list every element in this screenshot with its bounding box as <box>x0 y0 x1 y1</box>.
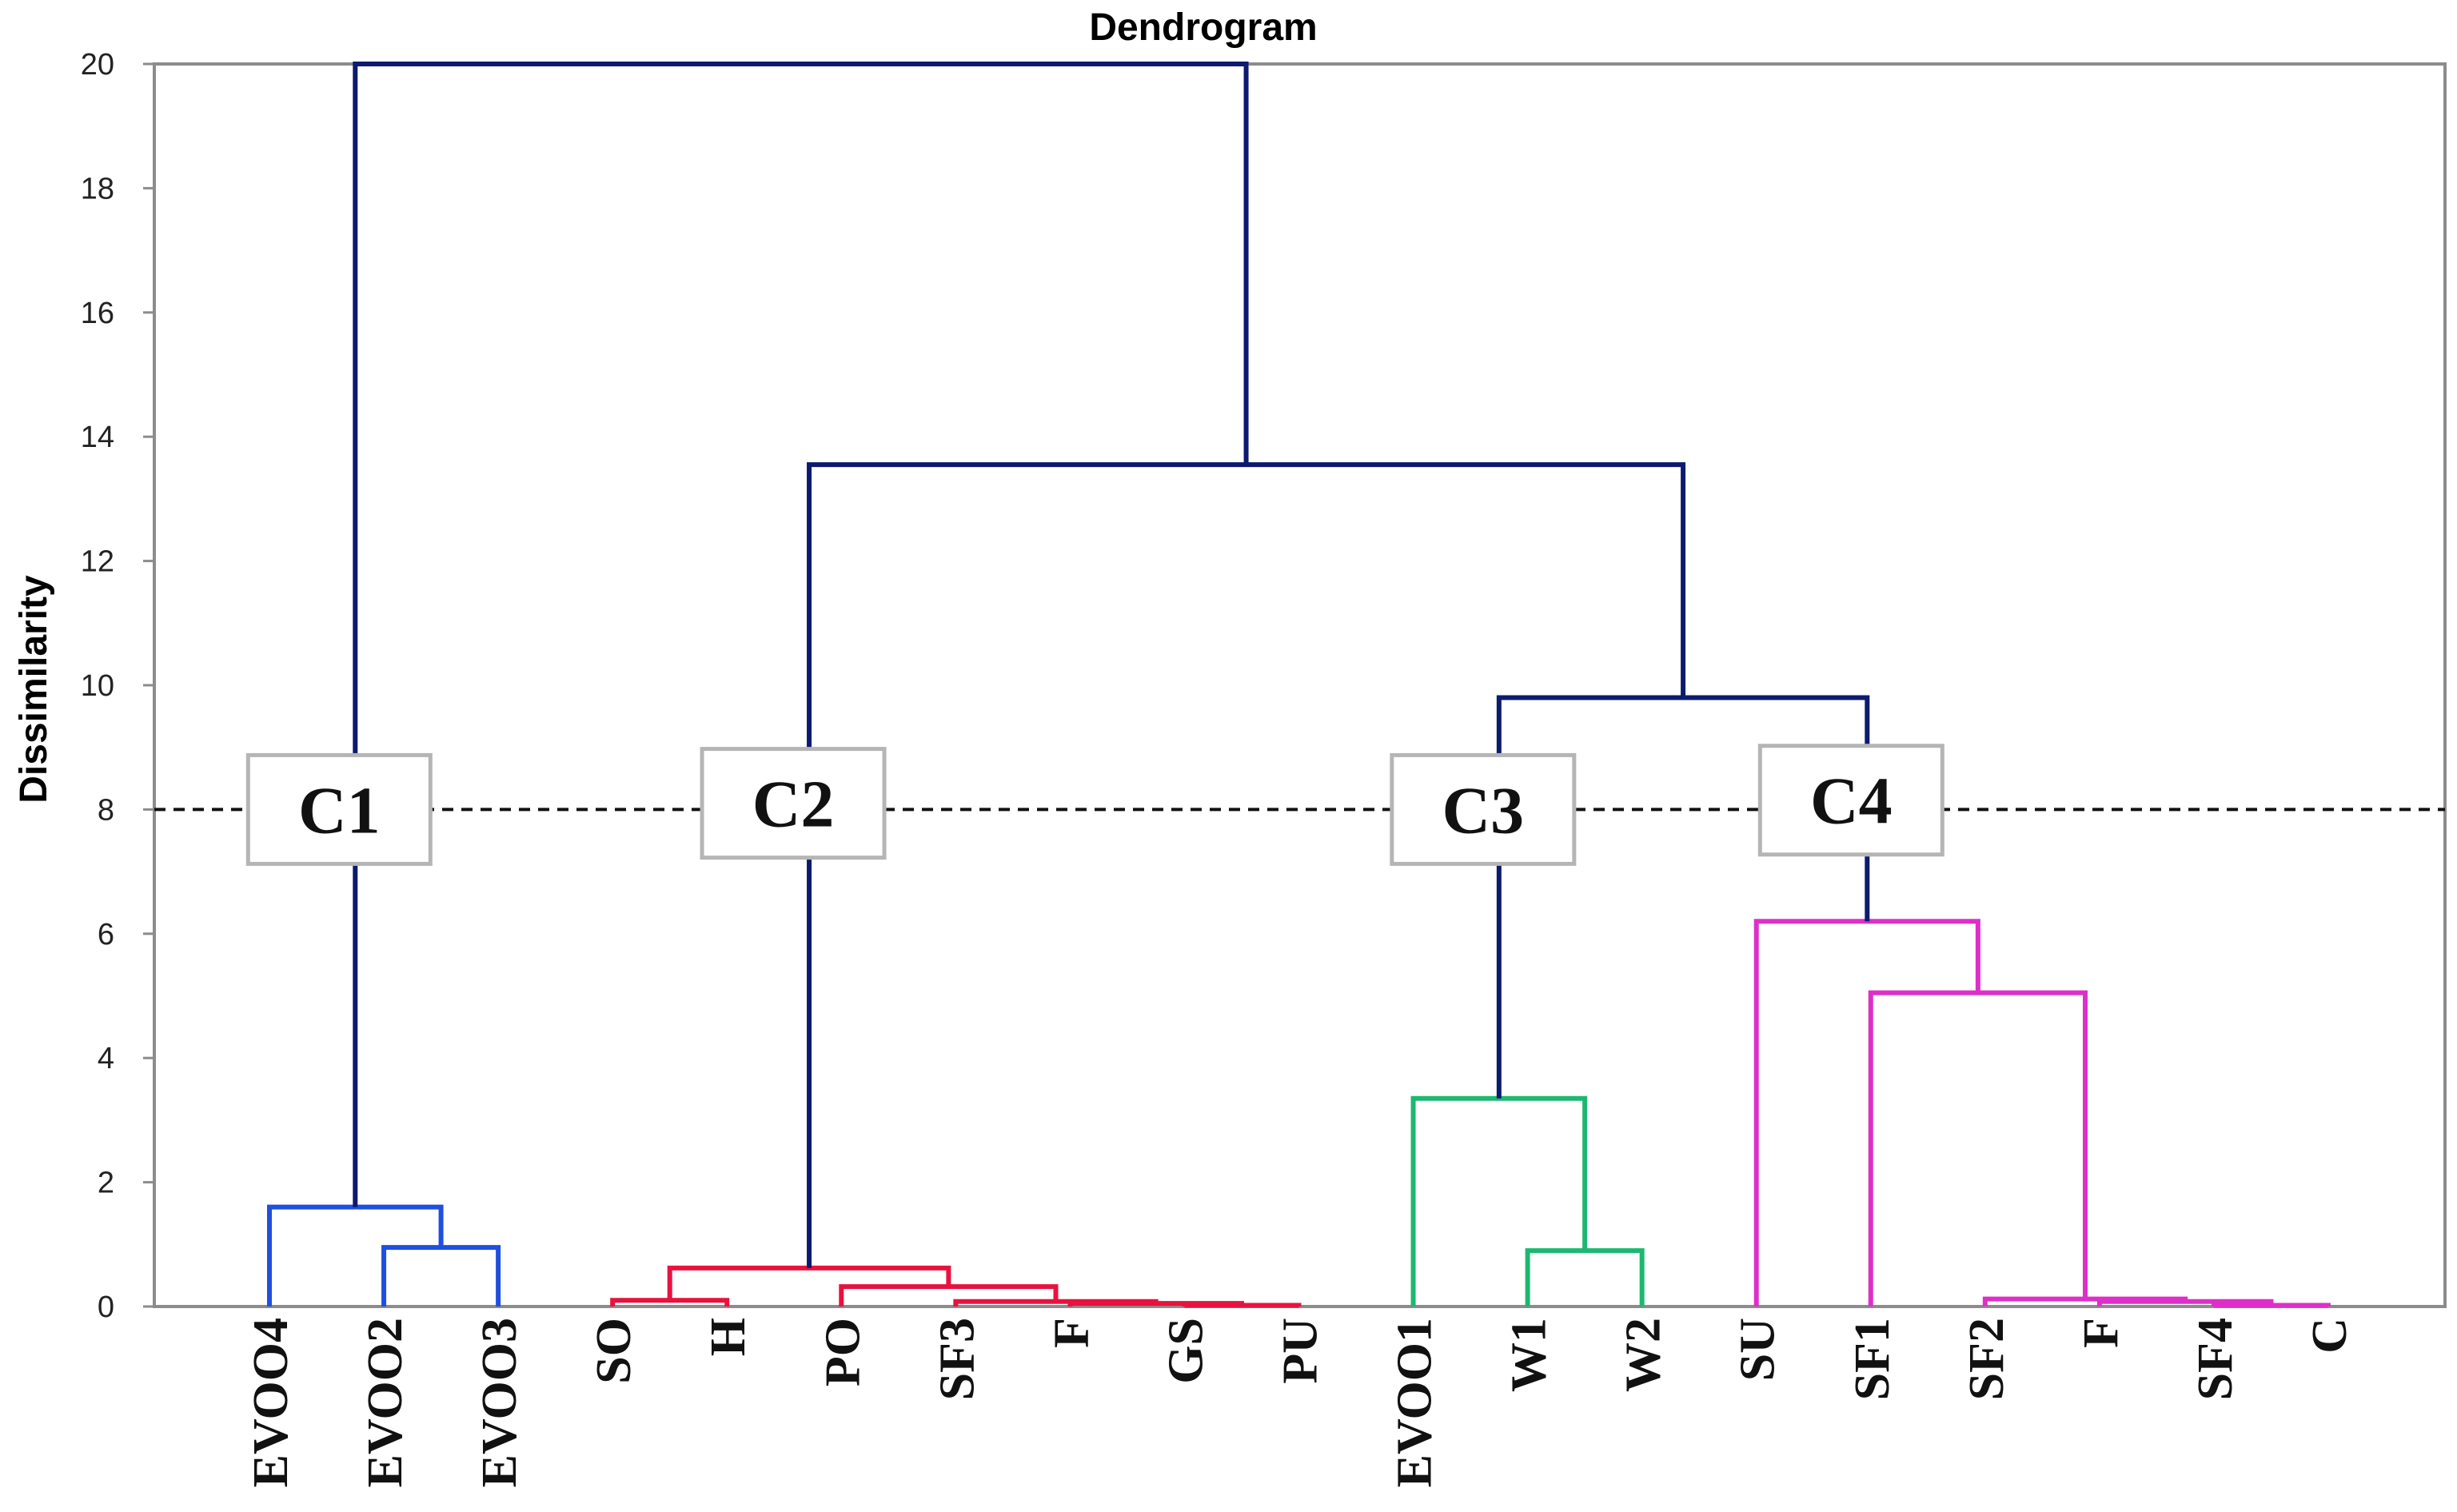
leaf-label: F <box>2074 1318 2128 1348</box>
leaf-label: PO <box>816 1318 870 1386</box>
leaf-label: F <box>1044 1318 1099 1348</box>
y-tick-label: 10 <box>81 669 114 703</box>
merge-link-c4 <box>1753 919 1980 1307</box>
cluster-label-text: C4 <box>1810 764 1893 839</box>
leaf-label: SF1 <box>1845 1318 1900 1400</box>
dendrogram-links <box>267 62 2331 1308</box>
leaf-label: SF3 <box>930 1318 984 1400</box>
leaf-label: SF4 <box>2188 1318 2243 1400</box>
y-axis-label: Dissimilarity <box>13 575 55 804</box>
leaf-label: SO <box>587 1318 641 1384</box>
y-axis: 0 2 4 6 8 10 12 14 16 18 20 <box>81 48 154 1324</box>
cluster-label-text: C3 <box>1442 773 1525 848</box>
merge-link-c4 <box>2211 1303 2331 1308</box>
merge-link-c3 <box>1410 1095 1588 1307</box>
y-tick-label: 12 <box>81 545 114 579</box>
merge-link-upper <box>353 62 1249 1207</box>
y-tick-label: 8 <box>98 793 114 827</box>
leaf-label: EVOO2 <box>358 1318 413 1487</box>
leaf-label: EVOO1 <box>1388 1318 1442 1487</box>
leaf-labels: EVOO4 EVOO2 EVOO3 SO H PO SF3 F GS PU EVOO1 W1 W2 SU S… <box>244 1318 2357 1487</box>
merge-link-c2 <box>667 1265 951 1301</box>
cluster-label-c2: C2 <box>700 747 887 860</box>
y-tick-label: 0 <box>98 1291 114 1324</box>
leaf-label: W2 <box>1617 1318 1671 1392</box>
cluster-label-box <box>700 747 887 860</box>
plot-frame <box>153 62 2447 1308</box>
leaf-label: H <box>701 1318 756 1356</box>
leaf-label: C <box>2303 1318 2357 1354</box>
cluster-label-text: C2 <box>752 768 835 842</box>
y-tick-label: 4 <box>98 1042 114 1075</box>
merge-link-c1 <box>381 1245 501 1307</box>
leaf-label: SU <box>1731 1318 1785 1381</box>
leaf-label: SF2 <box>1960 1318 2014 1400</box>
y-tick-label: 18 <box>81 172 114 205</box>
cluster-labels: C1 C2 C3 C4 <box>245 744 1944 866</box>
leaf-label: W1 <box>1502 1318 1557 1392</box>
cluster-label-box <box>1757 744 1944 857</box>
leaf-label: EVOO4 <box>244 1318 298 1487</box>
y-tick-label: 20 <box>81 48 114 82</box>
leaf-label: EVOO3 <box>473 1318 527 1487</box>
chart-title: Dendrogram <box>1089 6 1317 49</box>
y-tick-label: 16 <box>81 297 114 330</box>
leaf-label: PU <box>1274 1318 1328 1384</box>
merge-link-upper <box>807 462 1686 1268</box>
cluster-label-text: C1 <box>298 773 381 848</box>
cluster-label-c3: C3 <box>1390 752 1577 866</box>
merge-link-c1 <box>267 1204 444 1307</box>
cluster-label-box <box>245 752 433 866</box>
merge-link-c2 <box>839 1284 1059 1307</box>
y-tick-label: 2 <box>98 1167 114 1200</box>
leaf-label: GS <box>1159 1318 1213 1384</box>
merge-link-c3 <box>1525 1248 1645 1307</box>
merge-link-c4 <box>1982 1296 2188 1307</box>
merge-link-c4 <box>1868 990 2088 1307</box>
cluster-label-box <box>1390 752 1577 866</box>
y-tick-label: 6 <box>98 918 114 951</box>
cluster-label-c4: C4 <box>1757 744 1944 857</box>
y-tick-label: 14 <box>81 421 114 454</box>
cluster-label-c1: C1 <box>245 752 433 866</box>
